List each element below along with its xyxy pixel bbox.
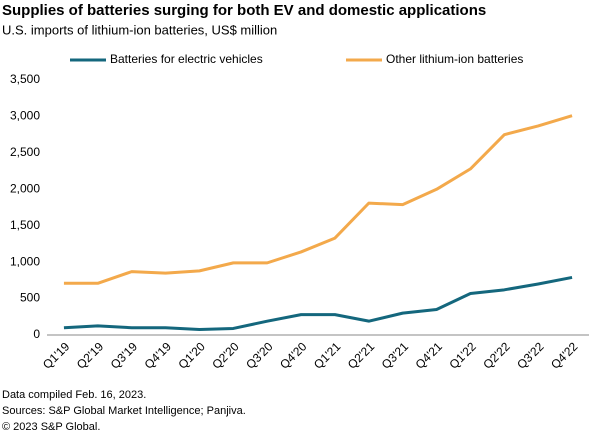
x-tick-label: Q1'19 xyxy=(40,339,73,372)
x-tick-label: Q1'20 xyxy=(176,339,209,372)
x-tick-label: Q4'22 xyxy=(548,339,581,372)
note: Sources: S&P Global Market Intelligence;… xyxy=(2,405,246,417)
x-tick-label: Q2'19 xyxy=(74,339,107,372)
x-tick-label: Q2'20 xyxy=(209,339,242,372)
x-tick-label: Q1'22 xyxy=(447,339,480,372)
x-tick-label: Q2'22 xyxy=(480,339,513,372)
y-tick-label: 3,000 xyxy=(10,109,40,123)
legend-label: Other lithium-ion batteries xyxy=(386,52,523,66)
y-tick-label: 2,000 xyxy=(10,181,40,195)
x-tick-label: Q2'21 xyxy=(345,339,378,372)
x-tick-label: Q4'21 xyxy=(413,339,446,372)
x-tick-label: Q1'21 xyxy=(311,339,344,372)
line-series xyxy=(63,275,573,332)
chart-title: Supplies of batteries surging for both E… xyxy=(2,2,486,19)
y-tick-label: 1,500 xyxy=(10,218,40,232)
y-tick-label: 2,500 xyxy=(10,145,40,159)
x-tick-label: Q4'19 xyxy=(142,339,175,372)
x-tick-label: Q3'19 xyxy=(108,339,141,372)
note: © 2023 S&P Global. xyxy=(2,421,100,433)
x-tick-label: Q3'21 xyxy=(379,339,412,372)
chart-subtitle: U.S. imports of lithium-ion batteries, U… xyxy=(2,22,277,37)
x-tick-label: Q4'20 xyxy=(277,339,310,372)
y-tick-label: 500 xyxy=(20,291,40,305)
x-tick-label: Q3'22 xyxy=(514,339,547,372)
y-tick-label: 3,500 xyxy=(10,72,40,86)
x-tick-label: Q3'20 xyxy=(243,339,276,372)
legend-label: Batteries for electric vehicles xyxy=(110,52,263,66)
y-tick-label: 1,000 xyxy=(10,254,40,268)
line-series xyxy=(63,114,573,285)
y-tick-label: 0 xyxy=(33,327,40,341)
note: Data compiled Feb. 16, 2023. xyxy=(2,389,146,401)
